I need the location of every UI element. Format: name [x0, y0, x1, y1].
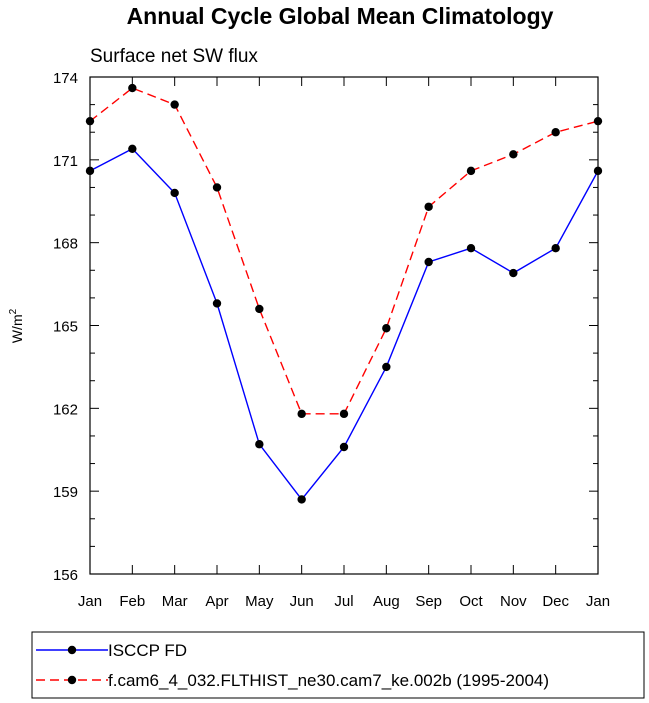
- series-1-point: [382, 324, 391, 333]
- series-0-point: [297, 495, 306, 504]
- series-0-point: [85, 166, 95, 176]
- y-axis-label: W/m2: [8, 308, 25, 343]
- svg-text:W/m2: W/m2: [8, 308, 25, 343]
- legend-marker-0: [67, 645, 77, 655]
- x-tick-label: Apr: [205, 593, 228, 610]
- y-tick-label: 168: [53, 236, 78, 253]
- series-0-point: [170, 188, 179, 198]
- plot-axes: [89, 76, 599, 575]
- series-1-point: [297, 409, 306, 419]
- x-tick-label: Aug: [373, 593, 400, 610]
- x-tick-label: Nov: [500, 593, 527, 610]
- series-1-point: [255, 304, 264, 314]
- y-tick-label: 174: [53, 70, 78, 87]
- series-0-point: [212, 299, 222, 308]
- legend: ISCCP FD f.cam6_4_032.FLTHIST_ne30.cam7_k…: [31, 631, 645, 699]
- y-tick-label: 171: [53, 153, 78, 170]
- series-1-point: [212, 183, 222, 192]
- series-0-point: [424, 257, 433, 267]
- legend-box: [31, 631, 645, 699]
- series-1-point: [85, 116, 95, 126]
- series-1-point: [509, 150, 518, 159]
- series-1-point: [128, 83, 137, 93]
- y-axis-label-text: W/m: [9, 314, 25, 343]
- x-tick-label: Jun: [290, 593, 314, 610]
- series-0-point: [128, 144, 137, 153]
- series-0-point: [255, 440, 264, 449]
- series-0-point: [551, 243, 560, 253]
- series-line-1: [89, 87, 599, 415]
- series-1-point: [424, 202, 433, 211]
- y-tick-label: 165: [53, 319, 78, 336]
- series-1-point: [466, 166, 476, 176]
- chart-subtitle: Surface net SW flux: [90, 46, 258, 67]
- y-tick-label: 162: [53, 401, 78, 418]
- legend-label-0: ISCCP FD: [108, 641, 187, 660]
- series-0-point: [593, 166, 603, 176]
- y-axis-label-superscript: 2: [8, 308, 19, 314]
- series-layer: [85, 83, 603, 504]
- x-tick-label: Dec: [542, 593, 569, 610]
- legend-label-1: f.cam6_4_032.FLTHIST_ne30.cam7_ke.002b (…: [108, 671, 549, 690]
- series-0-point: [509, 268, 518, 278]
- series-1-point: [551, 128, 560, 137]
- x-tick-label: Oct: [459, 593, 483, 610]
- series-0-point: [339, 442, 349, 452]
- x-tick-label: Mar: [162, 593, 188, 610]
- series-1-point: [170, 100, 179, 109]
- y-tick-label: 156: [53, 567, 78, 584]
- y-tick-label: 159: [53, 484, 78, 501]
- series-1-point: [593, 116, 603, 126]
- x-tick-label: Feb: [119, 593, 145, 610]
- series-1-point: [339, 409, 349, 419]
- series-0-point: [466, 243, 476, 253]
- chart-title: Annual Cycle Global Mean Climatology: [127, 3, 554, 29]
- legend-marker-1: [67, 675, 77, 685]
- x-tick-label: Sep: [415, 593, 442, 610]
- axis-ticks: 156 159 162 165 168 171 174 Jan Feb Mar Apr May Jun J…: [53, 70, 610, 610]
- x-tick-label: Jul: [334, 593, 353, 610]
- x-tick-label: May: [245, 593, 274, 610]
- series-0-point: [382, 362, 391, 372]
- x-tick-label: Jan: [78, 593, 102, 610]
- x-tick-label: Jan: [586, 593, 610, 610]
- plot-frame: [89, 76, 599, 575]
